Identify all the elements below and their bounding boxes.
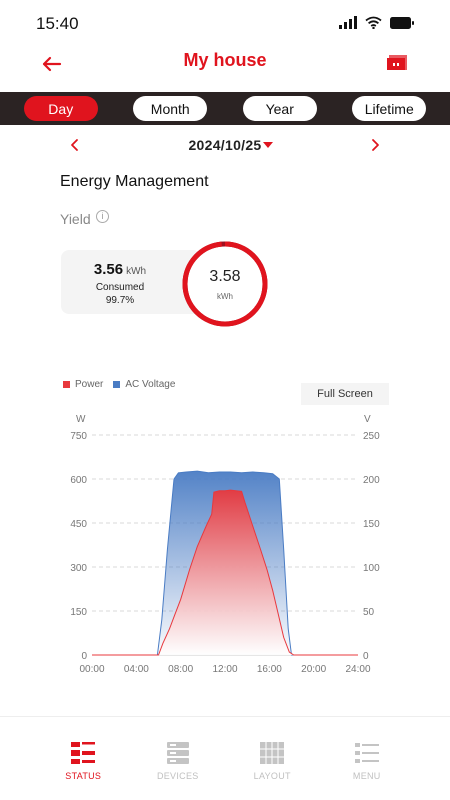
caret-down-icon[interactable]	[263, 142, 273, 148]
nav-label-status: STATUS	[65, 771, 102, 781]
y-right-tick-label: 200	[363, 475, 380, 486]
y-left-axis-label: W	[76, 414, 86, 425]
consumed-unit: kWh	[126, 266, 147, 277]
devices-icon	[166, 742, 189, 764]
layout-icon	[260, 742, 285, 764]
bottom-nav: STATUS DEVICES LAYOUT	[0, 716, 450, 800]
date-selector: 2024/10/25	[0, 133, 450, 159]
period-tab-bar: Day Month Year Lifetime	[0, 92, 450, 125]
status-bar: 15:40	[0, 0, 450, 44]
consumed-label: Consumed	[95, 282, 145, 293]
nav-menu[interactable]: MENU	[335, 717, 399, 800]
legend-power[interactable]: Power	[63, 379, 103, 390]
consumed-card: 3.56 kWh Consumed 99.7%	[61, 250, 201, 314]
legend-swatch-power	[63, 381, 70, 388]
chevron-left-icon[interactable]	[66, 136, 84, 154]
x-tick-label: 24:00	[345, 664, 370, 675]
series-power-area	[92, 490, 358, 655]
chevron-right-icon[interactable]	[366, 136, 384, 154]
plant-icon[interactable]	[384, 52, 410, 76]
y-right-tick-label: 50	[363, 607, 375, 618]
status-icons	[339, 16, 414, 29]
nav-label-menu: MENU	[352, 771, 381, 781]
yield-unit: kWh	[217, 292, 233, 301]
y-left-tick-label: 450	[70, 519, 87, 530]
legend-label-voltage: AC Voltage	[125, 379, 176, 390]
chart-labels: 750 600 450 300 150 0 250 200 150 100 50 0 W V 00:00 04…	[70, 414, 380, 675]
info-icon[interactable]: i	[96, 210, 109, 223]
fullscreen-button[interactable]: Full Screen	[301, 383, 389, 405]
app-header: My house	[0, 44, 450, 92]
consumed-value-row: 3.56 kWh	[61, 261, 179, 279]
yield-value: 3.58	[209, 268, 241, 285]
y-right-axis-label: V	[364, 414, 371, 425]
x-tick-label: 16:00	[257, 664, 282, 675]
ring-progress	[182, 241, 268, 327]
battery-icon	[390, 16, 414, 29]
section-title: Energy Management	[60, 173, 209, 190]
nav-layout[interactable]: LAYOUT	[240, 717, 304, 800]
x-tick-label: 12:00	[212, 664, 237, 675]
y-right-tick-label: 150	[363, 519, 380, 530]
x-tick-label: 00:00	[79, 664, 104, 675]
x-tick-label: 08:00	[168, 664, 193, 675]
status-time: 15:40	[36, 14, 79, 33]
back-arrow-icon[interactable]	[38, 50, 66, 78]
yield-ring	[182, 241, 268, 327]
y-right-tick-label: 0	[363, 651, 369, 662]
series-ac-voltage-line	[92, 470, 358, 656]
nav-label-layout: LAYOUT	[253, 771, 291, 781]
chart-areas	[92, 470, 358, 656]
x-tick-label: 04:00	[124, 664, 149, 675]
legend-swatch-voltage	[113, 381, 121, 388]
y-right-tick-label: 100	[363, 563, 380, 574]
consumed-value: 3.56	[93, 261, 124, 278]
tab-lifetime[interactable]: Lifetime	[352, 96, 427, 121]
nav-label-devices: DEVICES	[156, 771, 199, 781]
menu-icon	[354, 743, 379, 763]
y-left-tick-label: 150	[70, 607, 87, 618]
consumed-percentage: 99.7%	[105, 295, 135, 306]
signal-icon	[339, 16, 357, 29]
nav-devices[interactable]: DEVICES	[146, 717, 210, 800]
date-value[interactable]: 2024/10/25	[188, 137, 262, 153]
chart-legend: Power AC Voltage	[63, 379, 175, 390]
y-right-tick-label: 250	[363, 431, 380, 442]
tab-day[interactable]: Day	[23, 96, 98, 121]
x-tick-label: 20:00	[301, 664, 326, 675]
wifi-icon	[365, 16, 382, 29]
nav-status[interactable]: STATUS	[51, 717, 115, 800]
tab-year[interactable]: Year	[242, 96, 317, 121]
y-left-tick-label: 300	[70, 563, 87, 574]
y-left-tick-label: 750	[70, 431, 87, 442]
legend-voltage[interactable]: AC Voltage	[113, 379, 175, 390]
power-voltage-chart: 750 600 450 300 150 0 250 200 150 100 50 0 W V 00:00 04…	[70, 414, 380, 675]
y-left-tick-label: 0	[81, 651, 87, 662]
page-title: My house	[183, 50, 267, 70]
yield-label: Yield	[60, 211, 91, 227]
tab-month[interactable]: Month	[133, 96, 208, 121]
y-left-tick-label: 600	[70, 475, 87, 486]
series-power-line	[92, 489, 358, 656]
legend-label-power: Power	[75, 379, 104, 390]
status-icon	[71, 742, 96, 764]
